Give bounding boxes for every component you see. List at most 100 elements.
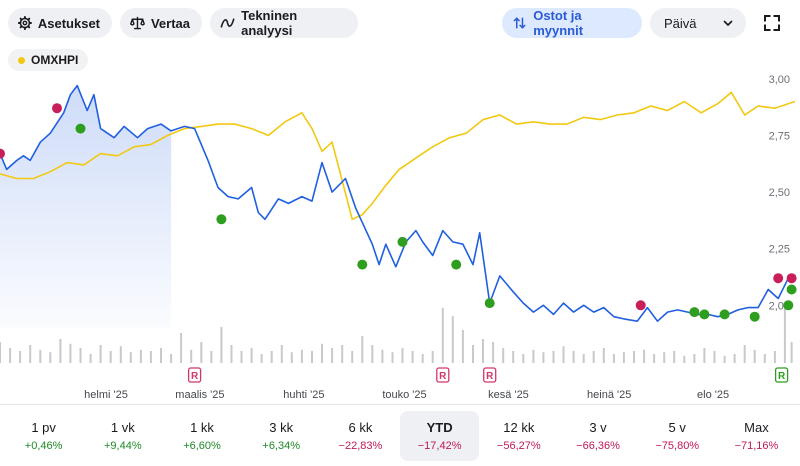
volume-bar	[381, 349, 384, 363]
volume-bar	[139, 349, 142, 363]
trades-label: Ostot ja myynnit	[533, 8, 584, 38]
volume-bar	[703, 348, 706, 363]
volume-bar	[19, 351, 22, 363]
volume-bar	[351, 351, 354, 363]
volume-bar	[300, 349, 303, 363]
volume-bar	[0, 342, 1, 363]
x-axis: helmi '25 maalis '25 huhti '25 touko '25 kes…	[84, 389, 729, 401]
period-change: +0,46%	[24, 440, 63, 452]
period-label: 1 kk	[190, 420, 214, 435]
volume-bar	[230, 345, 233, 363]
report-marker-box	[483, 367, 497, 383]
y-tick-label: 2,50	[769, 187, 790, 199]
period-option[interactable]: 1 pv +0,46%	[4, 411, 83, 461]
volume-bar	[321, 343, 323, 363]
buy-marker	[484, 298, 495, 309]
volume-bar	[612, 354, 615, 363]
volume-bar	[522, 354, 525, 363]
x-tick-label: kesä '25	[488, 389, 529, 401]
period-option[interactable]: 5 v −75,80%	[638, 411, 717, 461]
y-axis: 2,002,252,502,753,00	[769, 74, 790, 312]
sell-marker	[0, 148, 5, 159]
volume-bar	[582, 354, 585, 363]
period-option[interactable]: 12 kk −56,27%	[479, 411, 558, 461]
volume-bar	[270, 351, 273, 363]
period-label: YTD	[426, 420, 453, 435]
volume-bar	[743, 345, 746, 363]
period-option[interactable]: 1 kk +6,60%	[162, 411, 241, 461]
volume-bar	[280, 345, 283, 363]
buy-marker	[75, 123, 86, 134]
volume-bar	[572, 351, 575, 363]
buy-marker	[699, 309, 710, 320]
x-tick-label: helmi '25	[84, 389, 128, 401]
arrows-up-down-icon	[513, 17, 526, 29]
period-option[interactable]: YTD −17,42%	[400, 411, 480, 461]
x-tick-label: heinä '25	[587, 389, 631, 401]
volume-bar	[109, 351, 112, 363]
volume-bar	[441, 307, 444, 363]
volume-bars	[0, 303, 793, 363]
volume-bar	[149, 351, 152, 363]
legend-color-dot	[18, 56, 25, 64]
report-marker-label: R	[778, 371, 786, 382]
volume-bar	[361, 336, 364, 363]
sell-marker	[786, 273, 797, 284]
period-label: 6 kk	[348, 420, 373, 435]
volume-bar	[89, 354, 92, 363]
legend-label: OMXHPI	[31, 53, 79, 67]
x-tick-label: touko '25	[382, 389, 426, 401]
period-option[interactable]: 1 vk +9,44%	[83, 411, 162, 461]
fullscreen-button[interactable]	[756, 8, 788, 38]
volume-bar	[512, 351, 515, 363]
gear-icon	[18, 15, 32, 31]
sell-marker	[52, 103, 62, 114]
x-tick-label: huhti '25	[283, 389, 324, 401]
volume-bar	[693, 354, 696, 363]
volume-bar	[170, 354, 173, 363]
volume-bar	[119, 346, 122, 363]
y-tick-label: 2,75	[769, 130, 790, 142]
technical-analysis-button[interactable]: Tekninen analyysi	[210, 8, 358, 38]
period-change: −75,80%	[655, 440, 700, 452]
period-change: +6,34%	[262, 440, 301, 452]
chevron-down-icon	[723, 20, 733, 26]
buy-marker	[719, 309, 730, 320]
volume-bar	[59, 339, 62, 363]
volume-bar	[663, 352, 666, 363]
period-change: −66,36%	[576, 440, 620, 452]
volume-bar	[99, 345, 102, 363]
period-change: −22,83%	[338, 440, 383, 452]
volume-bar	[562, 346, 565, 363]
trades-toggle-button[interactable]: Ostot ja myynnit	[502, 8, 642, 38]
stock-price-line	[0, 84, 796, 323]
volume-bar	[129, 352, 132, 363]
buy-marker	[786, 284, 797, 295]
volume-bar	[391, 352, 394, 363]
omxhpi-line	[0, 91, 796, 221]
period-change: +9,44%	[103, 440, 142, 452]
interval-select[interactable]: Päivä	[650, 8, 746, 38]
period-selector: 1 pv +0,46% 1 vk +9,44% 1 kk +6,60% 3 kk +6,34%…	[0, 404, 800, 466]
report-marker-box	[436, 367, 450, 383]
volume-bar	[532, 349, 535, 363]
volume-bar	[29, 345, 32, 363]
volume-bar	[552, 351, 555, 363]
period-option[interactable]: Max −71,16%	[717, 411, 796, 461]
period-option[interactable]: 3 v −66,36%	[558, 411, 637, 461]
volume-bar	[220, 327, 223, 363]
volume-bar	[683, 355, 686, 363]
compare-button[interactable]: Vertaa	[120, 8, 202, 38]
legend-omxhpi[interactable]: OMXHPI	[8, 49, 89, 71]
settings-button[interactable]: Asetukset	[8, 8, 112, 38]
volume-bar	[421, 354, 424, 363]
volume-bar	[482, 339, 484, 363]
sell-marker	[635, 300, 646, 311]
period-label: 3 v	[589, 420, 607, 435]
volume-bar	[190, 349, 193, 363]
period-option[interactable]: 3 kk +6,34%	[242, 411, 321, 461]
period-option[interactable]: 6 kk −22,83%	[321, 411, 400, 461]
volume-bar	[260, 354, 263, 363]
stock-area-fill	[0, 85, 172, 328]
